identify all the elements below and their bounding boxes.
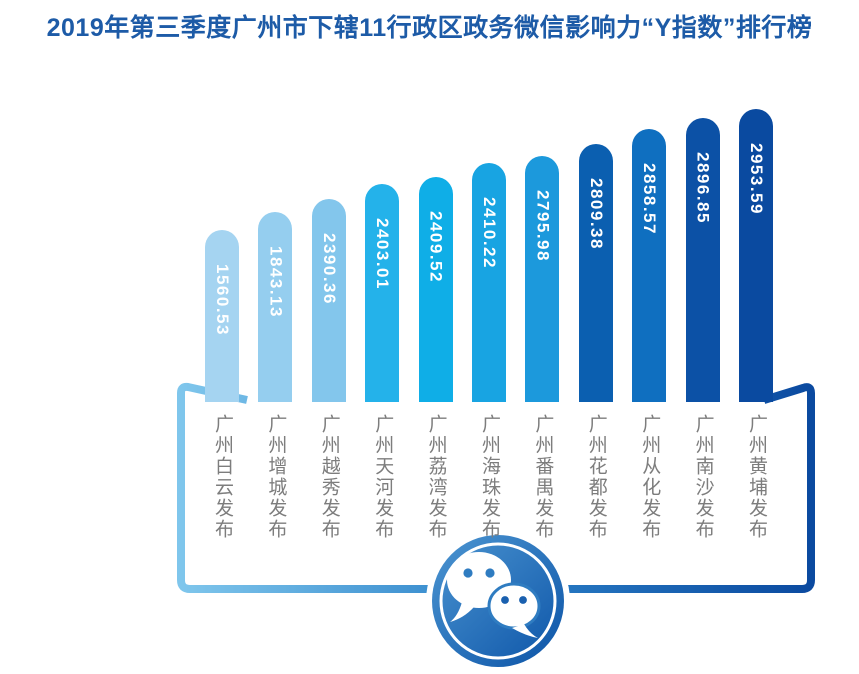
bar-value-label: 2858.57 xyxy=(640,163,660,235)
wechat-badge xyxy=(426,529,570,673)
bar: 2795.98 xyxy=(525,156,560,402)
bar: 1560.53 xyxy=(205,230,239,402)
page-title: 2019年第三季度广州市下辖11行政区政务微信影响力“Y指数”排行榜 xyxy=(46,14,813,42)
bar-value-label: 1843.13 xyxy=(266,246,286,318)
bar-value-label: 2896.85 xyxy=(693,152,713,224)
bar: 2409.52 xyxy=(418,177,453,402)
category-label: 广州天河发布 xyxy=(372,414,394,540)
wechat-icon xyxy=(447,552,541,638)
bar-value-label: 2809.38 xyxy=(586,178,606,250)
bar: 2896.85 xyxy=(685,118,720,402)
badge-inner-ring xyxy=(439,542,557,660)
category-label: 广州海珠发布 xyxy=(479,414,500,540)
bar-value-label: 2795.98 xyxy=(533,190,553,262)
category-label: 广州从化发布 xyxy=(639,414,661,540)
bar: 2403.01 xyxy=(365,184,400,402)
bar-value-label: 1560.53 xyxy=(213,264,232,336)
category-label: 广州南沙发布 xyxy=(692,414,714,540)
category-label: 广州白云发布 xyxy=(212,414,233,540)
bar-value-label: 2953.59 xyxy=(747,143,766,215)
category-label: 广州番禺发布 xyxy=(532,414,554,540)
bar: 2809.38 xyxy=(578,144,613,402)
category-label: 广州黄埔发布 xyxy=(746,414,767,540)
bar: 2390.36 xyxy=(311,199,346,402)
category-label: 广州荔湾发布 xyxy=(425,414,447,540)
category-label: 广州花都发布 xyxy=(585,414,607,540)
bar: 2858.57 xyxy=(632,129,667,402)
bar: 2953.59 xyxy=(739,109,773,402)
category-label: 广州越秀发布 xyxy=(318,414,340,540)
bar-value-label: 2403.01 xyxy=(373,218,393,290)
bar-value-label: 2410.22 xyxy=(480,197,499,269)
bar-value-label: 2409.52 xyxy=(426,211,446,283)
bar: 2410.22 xyxy=(472,163,506,402)
category-label: 广州增城发布 xyxy=(265,414,287,540)
bar-value-label: 2390.36 xyxy=(319,233,339,305)
bar: 1843.13 xyxy=(258,212,293,402)
